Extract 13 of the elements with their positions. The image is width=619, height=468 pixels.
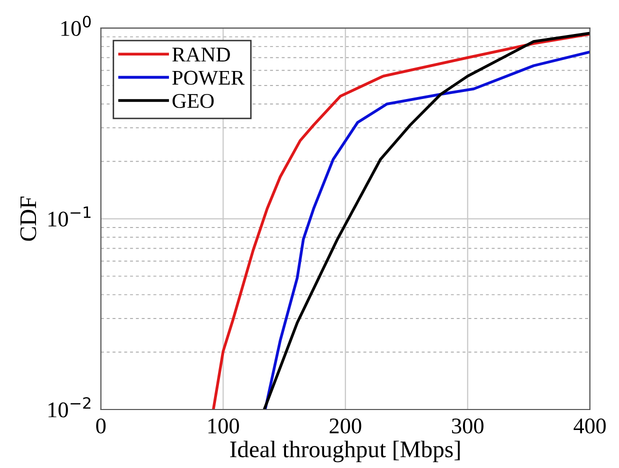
y-tick-label: 10$^{0}$ [61,16,91,36]
y-tick-label: 10$^{−1}$ [48,206,90,227]
x-tick-label: 200 [330,418,362,434]
y-axis-title: CDF [20,196,36,241]
x-tick-label: 0 [96,418,106,434]
legend-label: GEO [172,94,214,108]
x-tick-label: 100 [208,418,239,434]
legend-label: POWER [172,70,245,85]
x-tick-label: 400 [574,418,606,434]
x-tick-label: 300 [452,418,484,434]
x-axis-title: Ideal throughput [Mbps] [230,440,460,462]
y-tick-label: 10$^{−2}$ [48,397,90,418]
legend-label: RAND [172,48,230,62]
